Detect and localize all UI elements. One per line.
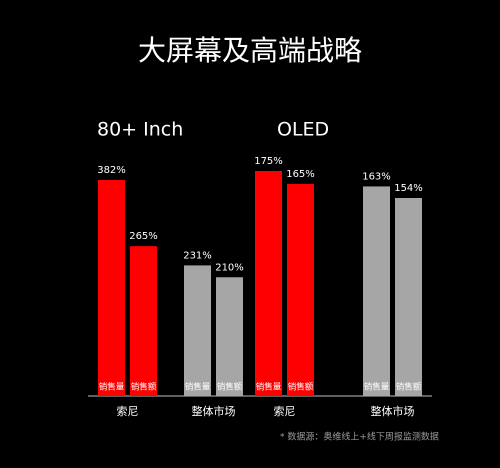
footnote: * 数据源：奥维线上+线下周报监测数据 [280, 431, 439, 443]
value-label: 165% [286, 169, 315, 180]
bar [255, 171, 282, 396]
value-label: 382% [97, 165, 126, 176]
bar [363, 186, 390, 396]
value-label: 231% [183, 250, 212, 261]
panel-title: 80+ Inch [97, 119, 183, 141]
bar-series-label: 销售量 [185, 382, 211, 393]
bar-series-label: 销售量 [99, 382, 125, 393]
page-title: 大屏幕及高端战略 [138, 34, 362, 67]
bar [130, 246, 157, 396]
bar [98, 180, 125, 396]
value-label: 175% [254, 156, 283, 167]
category-label: 整体市场 [192, 404, 236, 418]
bar-series-label: 销售额 [396, 382, 422, 393]
panel-title: OLED [277, 119, 329, 141]
category-label: 索尼 [117, 404, 139, 418]
bar [287, 183, 314, 396]
category-label: 索尼 [274, 404, 296, 418]
value-label: 154% [394, 183, 423, 194]
category-label: 整体市场 [371, 404, 415, 418]
value-label: 265% [129, 231, 158, 242]
bar [395, 198, 422, 396]
bar-series-label: 销售量 [364, 382, 390, 393]
bar-series-label: 销售额 [131, 382, 157, 393]
bar-series-label: 销售额 [217, 382, 243, 393]
bar-series-label: 销售量 [256, 382, 282, 393]
bar [184, 265, 211, 396]
value-label: 210% [215, 262, 244, 273]
bar-series-label: 销售额 [288, 382, 314, 393]
value-label: 163% [362, 171, 391, 182]
bar [216, 277, 243, 396]
